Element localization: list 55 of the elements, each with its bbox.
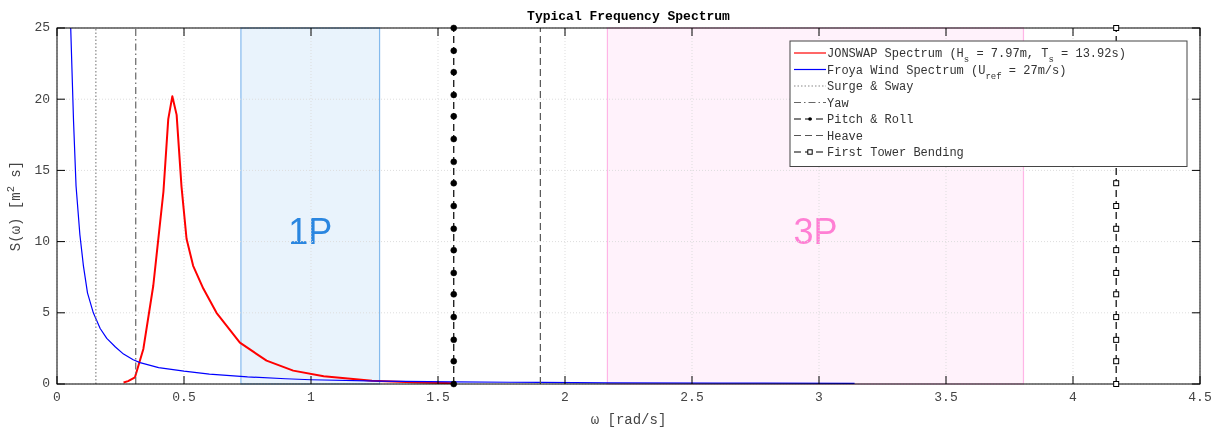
x-tick-label: 0.5 xyxy=(172,390,196,405)
point xyxy=(450,357,457,365)
point xyxy=(1113,336,1120,343)
point xyxy=(1113,381,1120,387)
point xyxy=(450,225,457,233)
point xyxy=(1113,247,1120,254)
point xyxy=(450,179,457,187)
y-tick-label: 5 xyxy=(42,305,50,321)
y-tick-label: 10 xyxy=(34,234,50,250)
x-tick-label: 2 xyxy=(561,390,569,405)
legend-label: Pitch & Roll xyxy=(827,113,914,127)
band-label: 1P xyxy=(288,211,333,252)
point xyxy=(1113,203,1120,209)
y-tick-label: 15 xyxy=(34,162,50,178)
point xyxy=(1113,269,1120,276)
point xyxy=(450,380,457,388)
x-tick-label: 1.5 xyxy=(426,390,450,405)
x-tick-label: 3 xyxy=(815,390,823,405)
legend-label: Froya Wind Spectrum (U$_{ref}$ = 27m/s) xyxy=(827,63,1067,82)
x-tick-label: 3.5 xyxy=(934,390,958,405)
point xyxy=(450,202,457,210)
legend-label: Heave xyxy=(827,129,864,144)
point xyxy=(450,113,457,120)
point xyxy=(450,291,457,298)
point xyxy=(450,336,457,344)
point xyxy=(1113,314,1120,321)
point xyxy=(1113,180,1120,187)
point xyxy=(450,269,457,277)
x-tick-label: 4.5 xyxy=(1188,390,1212,405)
chart-title: Typical Frequency Spectrum xyxy=(527,9,731,24)
y-tick-label: 0 xyxy=(42,376,50,392)
legend-label: Surge & Sway xyxy=(827,80,914,94)
point xyxy=(1113,358,1120,365)
x-tick-label: 2.5 xyxy=(680,390,704,405)
point xyxy=(450,24,457,32)
point xyxy=(450,135,457,143)
point xyxy=(450,246,457,254)
y-tick-label: 20 xyxy=(34,91,50,107)
x-tick-label: 4 xyxy=(1069,390,1078,405)
point xyxy=(450,158,457,166)
point xyxy=(1113,25,1120,31)
point xyxy=(1113,291,1120,298)
band-label: 3P xyxy=(793,211,838,252)
point xyxy=(450,47,457,55)
x-axis-title: ω [rad/s] xyxy=(590,412,667,428)
x-tick-label: 0 xyxy=(53,390,61,405)
point xyxy=(450,68,457,76)
point xyxy=(1113,225,1120,232)
point xyxy=(450,91,457,99)
legend-label: Yaw xyxy=(827,96,850,111)
point xyxy=(450,313,457,321)
legend-label: JONSWAP Spectrum (H$_{s}$ = 7.97m, T$_{s}$ = 13.92s) xyxy=(827,47,1126,65)
x-tick-label: 1 xyxy=(307,390,316,405)
legend-label: First Tower Bending xyxy=(827,146,964,160)
y-tick-label: 25 xyxy=(34,20,50,36)
